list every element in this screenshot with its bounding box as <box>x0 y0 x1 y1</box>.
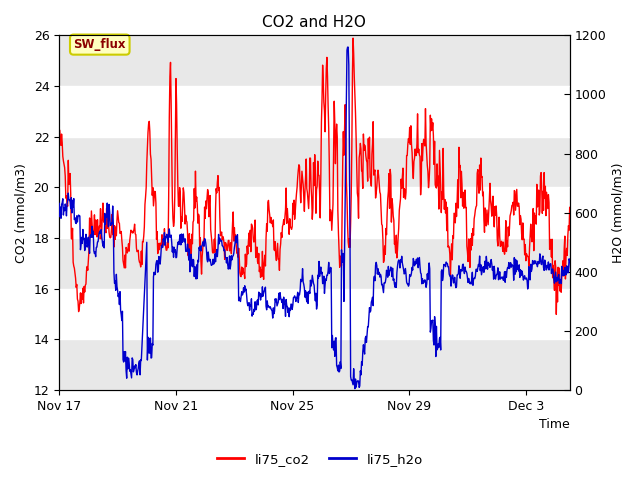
Bar <box>59 238 570 289</box>
Y-axis label: CO2 (mmol/m3): CO2 (mmol/m3) <box>15 163 28 263</box>
Bar <box>59 36 570 86</box>
X-axis label: Time: Time <box>539 419 570 432</box>
Text: SW_flux: SW_flux <box>74 38 126 51</box>
Y-axis label: H2O (mmol/m3): H2O (mmol/m3) <box>612 162 625 263</box>
Title: CO2 and H2O: CO2 and H2O <box>262 15 366 30</box>
Bar <box>59 137 570 187</box>
Legend: li75_co2, li75_h2o: li75_co2, li75_h2o <box>212 447 428 471</box>
Bar <box>59 339 570 390</box>
